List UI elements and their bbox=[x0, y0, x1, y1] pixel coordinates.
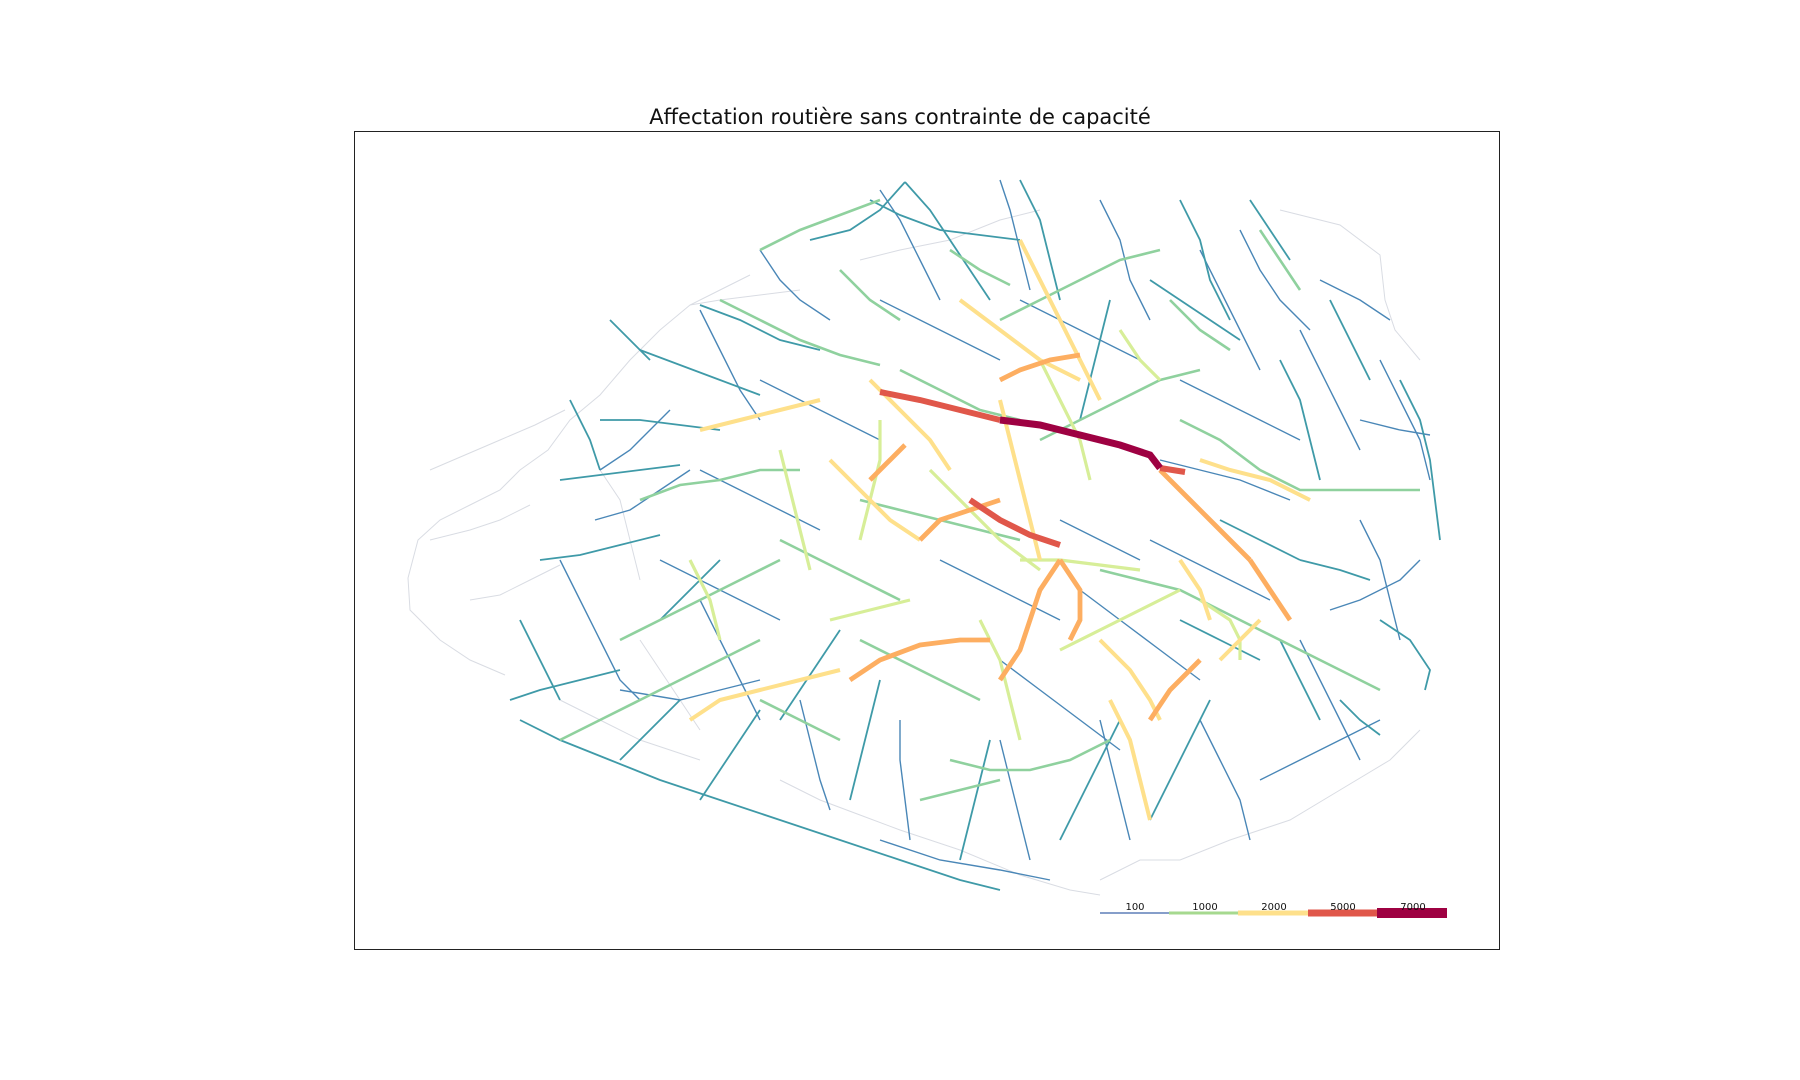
roads-low bbox=[559, 179, 1431, 881]
roads-extreme bbox=[999, 416, 1163, 471]
legend-label-5000: 5000 bbox=[1330, 902, 1355, 913]
legend-label-1000: 1000 bbox=[1192, 902, 1217, 913]
roads-very-low bbox=[407, 209, 1421, 896]
roads-very-high bbox=[879, 389, 1186, 548]
legend: 100 1000 2000 5000 7000 bbox=[1100, 902, 1447, 918]
map-axes bbox=[354, 131, 1500, 950]
roads-mid bbox=[559, 198, 1420, 802]
roads-low-mid bbox=[509, 179, 1441, 891]
legend-label-100: 100 bbox=[1125, 902, 1144, 913]
legend-label-2000: 2000 bbox=[1261, 902, 1286, 913]
roads-higher bbox=[848, 352, 1292, 722]
figure-title: Affectation routière sans contrainte de … bbox=[649, 105, 1151, 129]
legend-label-7000: 7000 bbox=[1400, 902, 1425, 913]
roads-mid-high bbox=[688, 329, 1242, 741]
